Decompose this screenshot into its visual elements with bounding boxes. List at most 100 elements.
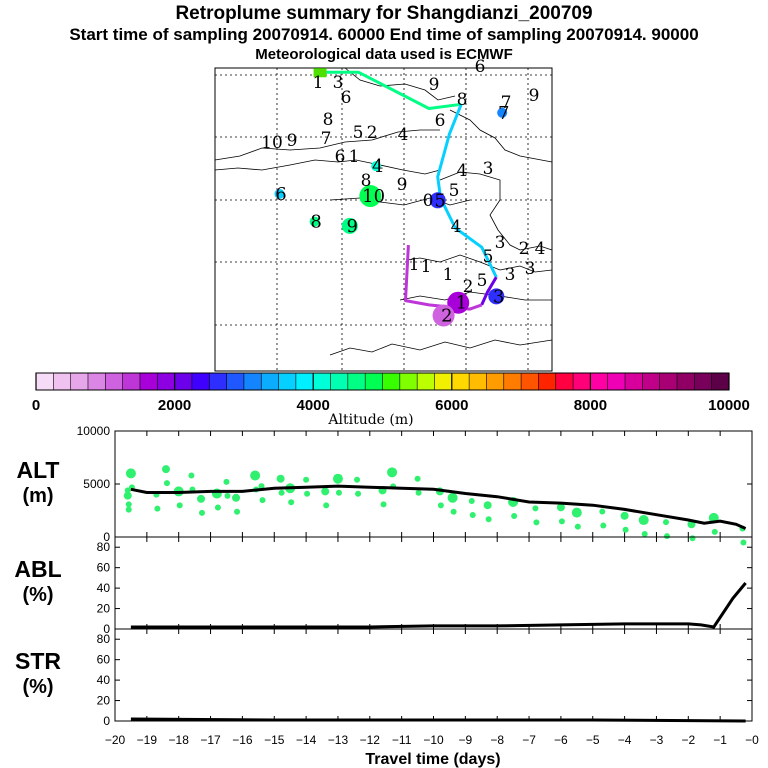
border-line bbox=[214, 129, 440, 161]
alt-scatter-point bbox=[447, 492, 458, 503]
colorbar-swatch bbox=[330, 373, 349, 390]
alt-scatter-point bbox=[198, 509, 205, 516]
colorbar-tick-label: 0 bbox=[32, 397, 40, 414]
x-tick-label: −7 bbox=[522, 733, 536, 747]
colorbar-swatch bbox=[278, 373, 297, 390]
alt-scatter-point bbox=[599, 508, 606, 515]
alt-scatter-point bbox=[125, 506, 132, 513]
alt-scatter-point bbox=[276, 474, 285, 483]
cluster-label: 9 bbox=[529, 86, 540, 106]
cluster-point bbox=[429, 192, 446, 209]
alt-scatter-point bbox=[414, 475, 421, 482]
cluster-label: 5 bbox=[434, 190, 445, 211]
colorbar-swatch bbox=[642, 373, 661, 390]
cluster-label: 2 bbox=[441, 306, 452, 327]
cluster-point bbox=[497, 107, 508, 118]
cluster-label: 1 bbox=[313, 73, 324, 93]
alt-scatter-point bbox=[415, 489, 422, 496]
alt-scatter-point bbox=[354, 476, 361, 483]
panel-label: ALT bbox=[16, 457, 59, 483]
alt-scatter-point bbox=[124, 487, 131, 494]
alt-scatter-point bbox=[355, 490, 362, 497]
alt-scatter-point bbox=[483, 501, 492, 510]
panel-label: STR bbox=[15, 648, 61, 674]
colorbar-swatch bbox=[191, 373, 210, 390]
alt-scatter-point bbox=[571, 507, 582, 518]
alt-scatter-point bbox=[223, 478, 230, 485]
cluster-label: 6 bbox=[341, 88, 352, 108]
colorbar-swatch bbox=[469, 373, 487, 390]
colorbar-tick-label: 6000 bbox=[435, 397, 468, 414]
alt-scatter-point bbox=[332, 473, 343, 484]
x-tick-label: −13 bbox=[328, 733, 349, 747]
colorbar-swatch bbox=[105, 373, 124, 390]
cluster-label: 8 bbox=[323, 110, 334, 130]
altitude-colorbar: 0 2000 4000 6000 8000 10000 Altitude (m) bbox=[32, 372, 750, 428]
x-tick-label: −0 bbox=[745, 733, 759, 747]
cluster-label: 3 bbox=[505, 265, 516, 285]
cluster-label: 3 bbox=[525, 259, 536, 279]
abl-panel: 0 20 40 60 80 ABL(%) bbox=[14, 536, 753, 636]
y-tick-label: 60 bbox=[97, 653, 111, 667]
str-line bbox=[130, 717, 746, 723]
cluster-label: 3 bbox=[333, 73, 344, 93]
colorbar-swatch bbox=[659, 373, 678, 390]
alt-scatter-point bbox=[323, 502, 330, 509]
colorbar-swatch bbox=[607, 373, 626, 390]
cluster-point bbox=[341, 217, 358, 234]
x-tick-label: −9 bbox=[459, 733, 473, 747]
colorbar-swatch bbox=[677, 373, 695, 390]
alt-scatter-point bbox=[689, 535, 696, 542]
x-tick-label: −20 bbox=[105, 733, 126, 747]
x-tick-label: −16 bbox=[232, 733, 253, 747]
cluster-label: 8 bbox=[310, 212, 321, 233]
cluster-label: 8 bbox=[457, 90, 468, 110]
y-tick-label: 5000 bbox=[83, 477, 110, 491]
x-tick-label: −19 bbox=[137, 733, 158, 747]
cluster-label: 4 bbox=[457, 161, 468, 181]
colorbar-swatch bbox=[486, 373, 505, 390]
colorbar-swatch bbox=[243, 373, 262, 390]
alt-scatter-point bbox=[437, 502, 444, 509]
y-tick-label: 0 bbox=[103, 714, 110, 728]
colorbar-swatch bbox=[451, 373, 470, 390]
cluster-label: 1 bbox=[456, 293, 467, 314]
alt-scatter-point bbox=[288, 499, 295, 506]
alt-scatter-point bbox=[485, 516, 492, 523]
x-tick-label: −18 bbox=[169, 733, 190, 747]
panel-unit: (%) bbox=[22, 676, 53, 698]
panel-unit: (%) bbox=[22, 584, 53, 606]
purple-path bbox=[404, 245, 483, 311]
cluster-point bbox=[371, 161, 382, 172]
x-tick-label: −4 bbox=[618, 733, 632, 747]
cluster-label: 6 bbox=[435, 111, 446, 131]
alt-median-line bbox=[130, 484, 747, 530]
y-tick-label: 0 bbox=[103, 530, 110, 544]
map-frame bbox=[214, 67, 553, 372]
alt-panel: 0 5000 10000 ALT(m) bbox=[16, 424, 753, 546]
alt-scatter-point bbox=[600, 522, 607, 529]
cluster-label: 3 bbox=[483, 159, 494, 179]
cluster-label: 10 bbox=[261, 133, 283, 153]
colorbar-tick-label: 4000 bbox=[297, 397, 330, 414]
cluster-label: 1 bbox=[421, 257, 432, 277]
colorbar-swatch bbox=[417, 373, 435, 390]
colorbar-swatch bbox=[590, 373, 609, 390]
colorbar-swatch bbox=[313, 373, 332, 390]
y-tick-label: 10000 bbox=[77, 424, 111, 438]
alt-scatter-point bbox=[176, 502, 183, 509]
colorbar-swatch bbox=[70, 373, 89, 390]
colorbar-swatch bbox=[382, 373, 401, 390]
alt-scatter-point bbox=[468, 497, 475, 504]
cluster-label: 6 bbox=[335, 147, 346, 167]
x-tick-label: −8 bbox=[490, 733, 504, 747]
cluster-point bbox=[432, 304, 455, 327]
alt-scatter-point bbox=[188, 472, 195, 479]
border-line bbox=[344, 67, 456, 101]
x-tick-label: −17 bbox=[200, 733, 221, 747]
alt-scatter-point bbox=[663, 519, 670, 526]
cluster-point bbox=[447, 291, 470, 314]
colorbar-swatch bbox=[261, 373, 280, 390]
alt-scatter-point bbox=[622, 526, 629, 533]
alt-scatter-point bbox=[123, 491, 132, 500]
